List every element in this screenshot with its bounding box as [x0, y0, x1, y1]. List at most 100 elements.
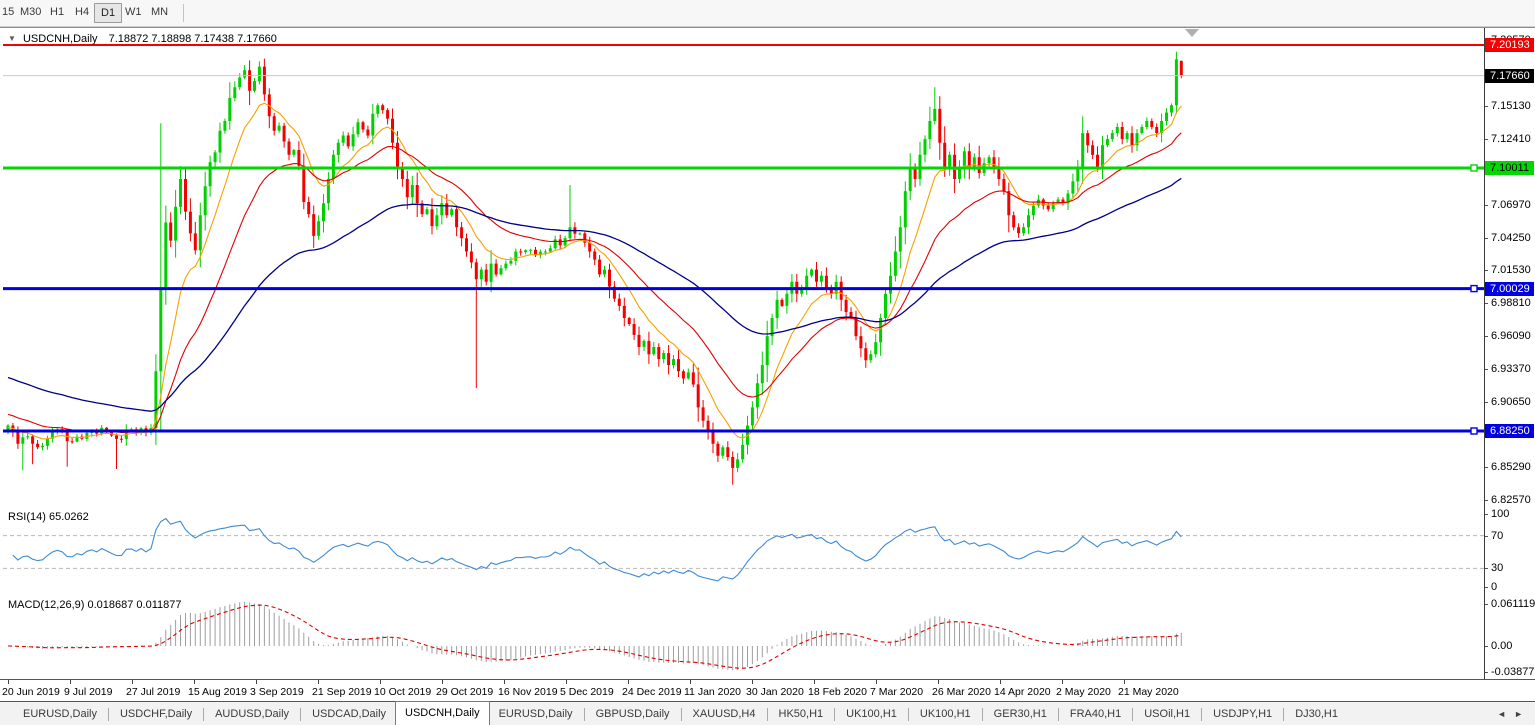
chart-tab-gbpusd-daily[interactable]: GBPUSD,Daily [595, 708, 670, 720]
price-tick-label: 6.96090 [1491, 330, 1531, 342]
chart-tab-uk100-h1[interactable]: UK100,H1 [846, 708, 897, 720]
price-pane[interactable] [0, 28, 1484, 507]
price-tick-mark [1484, 205, 1488, 206]
price-axis-line [1484, 28, 1485, 679]
chart-tab-usdchf-daily[interactable]: USDCHF,Daily [119, 708, 193, 720]
rsi-pane[interactable] [0, 508, 1484, 595]
date-tick-mark [1124, 680, 1125, 684]
macd-pane[interactable] [0, 596, 1484, 679]
chart-tab-fra40-h1[interactable]: FRA40,H1 [1069, 708, 1122, 720]
chart-tab-usoil-h1[interactable]: USOil,H1 [1144, 708, 1191, 720]
pane-splitter[interactable] [0, 507, 1535, 508]
rsi-tick-label: 0 [1491, 581, 1498, 593]
timeframe-button-d1[interactable]: D1 [94, 3, 123, 23]
date-tick-mark [504, 680, 505, 684]
price-tick-label: 6.98810 [1491, 297, 1531, 309]
support-level-price-badge: 7.00029 [1485, 282, 1534, 296]
macd-indicator-label: MACD(12,26,9) 0.018687 0.011877 [8, 599, 182, 611]
date-tick-label: 29 Oct 2019 [436, 686, 494, 698]
chart-title: ▼ USDCNH,Daily 7.18872 7.18898 7.17438 7… [8, 33, 277, 45]
tab-separator [1132, 708, 1134, 721]
chart-tab-eurusd-daily[interactable]: EURUSD,Daily [498, 708, 573, 720]
tab-separator [680, 708, 682, 721]
price-tick-mark [1484, 500, 1488, 501]
price-tick-mark [1484, 139, 1488, 140]
macd-axis: 0.061119 0.00 -0.038777 [1484, 596, 1535, 679]
macd-tick-mark [1484, 646, 1488, 647]
bear-candle-bodies [11, 60, 1183, 468]
chart-title-ohlc: 7.18872 7.18898 7.17438 7.17660 [108, 33, 277, 45]
macd-tick-mark [1484, 672, 1488, 673]
chart-tab-dj30-h1[interactable]: DJ30,H1 [1295, 708, 1338, 720]
ma-slow-line [7, 177, 1182, 412]
date-tick-label: 11 Jan 2020 [684, 686, 742, 698]
chart-tab-ger30-h1[interactable]: GER30,H1 [993, 708, 1047, 720]
rsi-tick-label: 100 [1491, 508, 1510, 520]
timeframe-button-mn[interactable]: MN [151, 6, 169, 18]
bull-candle-wicks [7, 51, 1177, 473]
price-tick-label: 6.85290 [1491, 461, 1531, 473]
chart-tab-hk50-h1[interactable]: HK50,H1 [778, 708, 824, 720]
timeframe-button-h1[interactable]: H1 [50, 6, 65, 18]
date-tick-mark [628, 680, 629, 684]
tab-separator [1201, 708, 1203, 721]
date-tick-mark [938, 680, 939, 684]
pane-splitter[interactable] [0, 595, 1535, 596]
tab-scroll-right-icon[interactable]: ► [1514, 708, 1523, 719]
macd-tick-mark [1484, 604, 1488, 605]
date-axis: 20 Jun 2019 9 Jul 2019 27 Jul 2019 15 Aug 2… [0, 679, 1535, 702]
date-tick-label: 27 Jul 2019 [126, 686, 181, 698]
timeframe-button-w1[interactable]: W1 [125, 6, 142, 18]
timeframe-button-m30[interactable]: M30 [20, 6, 42, 18]
date-tick-label: 15 Aug 2019 [188, 686, 247, 698]
date-tick-label: 7 Mar 2020 [870, 686, 924, 698]
date-tick-mark [1062, 680, 1063, 684]
rsi-line [12, 517, 1182, 582]
timeframe-button-15[interactable]: 15 [2, 6, 15, 18]
chart-tab-xauusd-h4[interactable]: XAUUSD,H4 [692, 708, 756, 720]
price-tick-label: 7.01530 [1491, 264, 1531, 276]
date-tick-mark [814, 680, 815, 684]
date-tick-label: 3 Sep 2019 [250, 686, 304, 698]
price-tick-label: 7.04250 [1491, 232, 1531, 244]
date-tick-mark [70, 680, 71, 684]
date-tick-mark [1000, 680, 1001, 684]
chart-tab-usdcad-daily[interactable]: USDCAD,Daily [312, 708, 387, 720]
ma-fast-line [7, 102, 1182, 440]
lower-support-level-price-badge: 6.88250 [1485, 424, 1534, 438]
price-tick-mark [1484, 270, 1488, 271]
mid-level-price-badge: 7.10011 [1485, 161, 1534, 175]
chart-tab-usdjpy-h1[interactable]: USDJPY,H1 [1213, 708, 1273, 720]
rsi-tick-label: 70 [1491, 530, 1504, 542]
date-tick-mark [876, 680, 877, 684]
tab-separator [766, 708, 768, 721]
chart-tab-audusd-daily[interactable]: AUDUSD,Daily [215, 708, 290, 720]
date-tick-label: 21 May 2020 [1118, 686, 1179, 698]
tab-separator [834, 708, 836, 721]
tab-separator [300, 708, 302, 721]
chart-tab-usdcnh-daily[interactable]: USDCNH,Daily [395, 701, 490, 725]
chart-tab-eurusd-daily[interactable]: EURUSD,Daily [23, 708, 97, 720]
rsi-tick-mark [1484, 568, 1488, 569]
price-tick-label: 7.06970 [1491, 199, 1531, 211]
chart-tabs-bar: EURUSD,Daily USDCHF,Daily AUDUSD,Daily USDC… [0, 701, 1535, 725]
symbol-dropdown-caret[interactable]: ▼ [8, 34, 16, 43]
rsi-tick-mark [1484, 514, 1488, 515]
ma-mid-line [7, 132, 1182, 434]
bull-candle-bodies [6, 59, 1178, 468]
bear-candle-wicks [12, 58, 1182, 485]
tab-scroll-left-icon[interactable]: ◄ [1497, 708, 1507, 719]
macd-histogram [12, 601, 1182, 671]
level-line-handle[interactable] [1470, 427, 1478, 435]
rsi-tick-label: 30 [1491, 562, 1504, 574]
level-line-handle[interactable] [1470, 284, 1478, 293]
level-line-handle[interactable] [1470, 164, 1478, 172]
timeframe-button-h4[interactable]: H4 [75, 6, 90, 18]
chart-tab-uk100-h1[interactable]: UK100,H1 [919, 708, 971, 720]
tab-separator [203, 708, 205, 721]
rsi-tick-mark [1484, 587, 1488, 588]
tab-separator [1057, 708, 1059, 721]
date-tick-label: 14 Apr 2020 [994, 686, 1051, 698]
price-tick-label: 6.82570 [1491, 494, 1531, 506]
